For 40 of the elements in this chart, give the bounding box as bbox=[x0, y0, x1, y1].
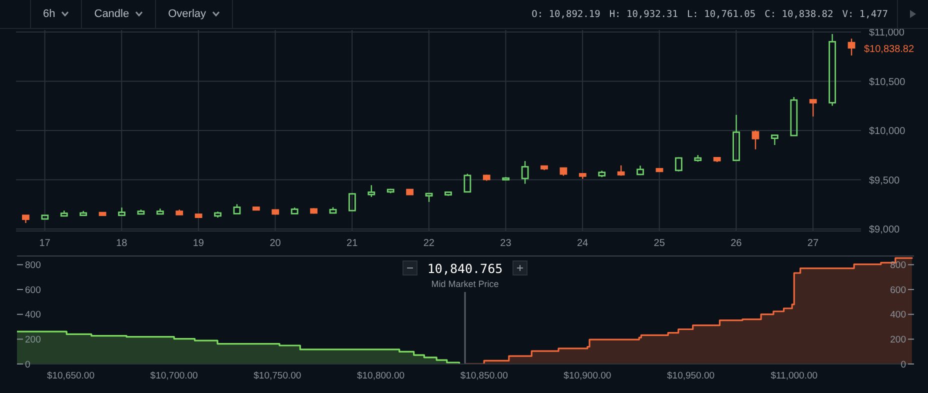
text: L: 10,761.05 bbox=[686, 8, 756, 20]
x-tick-label: $11,000.00 bbox=[770, 370, 818, 382]
y-tick-label: 400 bbox=[25, 310, 41, 321]
text: $10,838.82 bbox=[864, 44, 914, 55]
x-tick-label: $10,800.00 bbox=[356, 370, 405, 382]
y-tick-label: 0 bbox=[25, 359, 30, 370]
y-tick-label: $10,000 bbox=[869, 126, 906, 138]
y-tick-label: $9,500 bbox=[869, 175, 900, 186]
text: O: 10,892.19 bbox=[532, 8, 600, 20]
text: C: 10,838.82 bbox=[764, 8, 834, 20]
x-tick-label: 27 bbox=[807, 238, 819, 250]
x-tick-label: 22 bbox=[423, 238, 435, 250]
x-tick-label: $10,950.00 bbox=[667, 370, 715, 382]
candlestick bbox=[828, 33, 836, 106]
y-tick-label: 600 bbox=[25, 284, 41, 296]
x-tick-label: 17 bbox=[39, 238, 51, 250]
x-tick-label: $10,750.00 bbox=[254, 370, 302, 382]
y-tick-label: 800 bbox=[25, 260, 41, 272]
text: Overlay bbox=[168, 8, 206, 20]
y-tick-label: $10,500 bbox=[869, 76, 906, 88]
x-tick-label: $10,900.00 bbox=[564, 370, 612, 382]
x-tick-label: 20 bbox=[270, 238, 282, 250]
y-tick-label: 200 bbox=[25, 334, 41, 346]
x-tick-label: 24 bbox=[576, 238, 589, 250]
y-tick-label: $9,000 bbox=[869, 224, 900, 236]
annotation: Mid Market Price bbox=[431, 279, 499, 289]
x-tick-label: $10,650.00 bbox=[46, 370, 95, 382]
ref-line-label: 10,840.765 bbox=[427, 261, 503, 276]
x-tick-label: 19 bbox=[192, 238, 204, 250]
text: 6h bbox=[43, 8, 56, 20]
text: H: 10,932.31 bbox=[609, 8, 678, 20]
x-tick-label: $10,850.00 bbox=[460, 370, 508, 382]
x-tick-label: 21 bbox=[346, 238, 358, 250]
x-tick-label: 18 bbox=[116, 238, 128, 250]
text: Candle bbox=[94, 8, 130, 20]
text: V: 1,477 bbox=[842, 8, 888, 20]
x-tick-label: 26 bbox=[730, 238, 742, 250]
x-tick-label: $10,700.00 bbox=[150, 370, 198, 382]
x-tick-label: 25 bbox=[654, 238, 666, 250]
x-tick-label: 23 bbox=[500, 238, 512, 250]
